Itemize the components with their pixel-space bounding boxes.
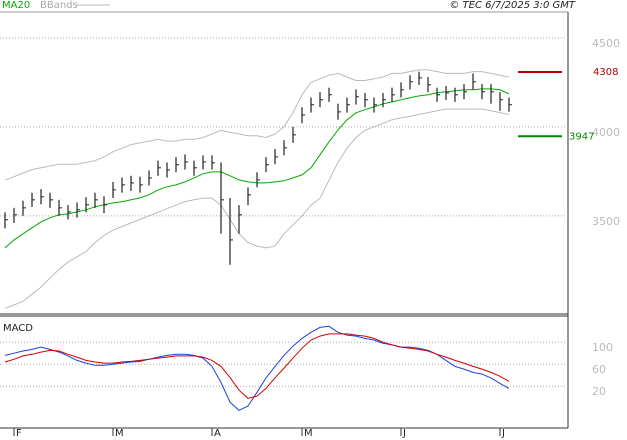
x-tick-label: M (304, 428, 313, 439)
x-tick-label: F (16, 428, 22, 439)
macd-line (4, 333, 510, 399)
x-tick-label: J (402, 428, 406, 439)
x-tick-label: A (214, 428, 221, 439)
legend-ma20: MA20 (2, 0, 30, 11)
x-tick-label: M (115, 428, 124, 439)
macd-line (4, 325, 510, 411)
x-tick-label: J (501, 428, 505, 439)
level-label: 4308 (593, 67, 618, 78)
bband-lower (4, 108, 510, 309)
y-tick-label: 100 (592, 341, 613, 354)
y-tick-label: 20 (592, 385, 606, 398)
macd-title: MACD (3, 323, 33, 334)
level-label: 3947 (569, 131, 594, 142)
y-tick-label: 4500 (592, 37, 620, 50)
bband-upper (4, 69, 510, 181)
y-tick-label: 3500 (592, 215, 620, 228)
legend-bbands: BBands (40, 0, 78, 11)
y-tick-label: 4000 (592, 126, 620, 139)
source: © TEC 6/7/2025 3:0 GMT (449, 0, 576, 11)
y-tick-label: 60 (592, 363, 606, 376)
